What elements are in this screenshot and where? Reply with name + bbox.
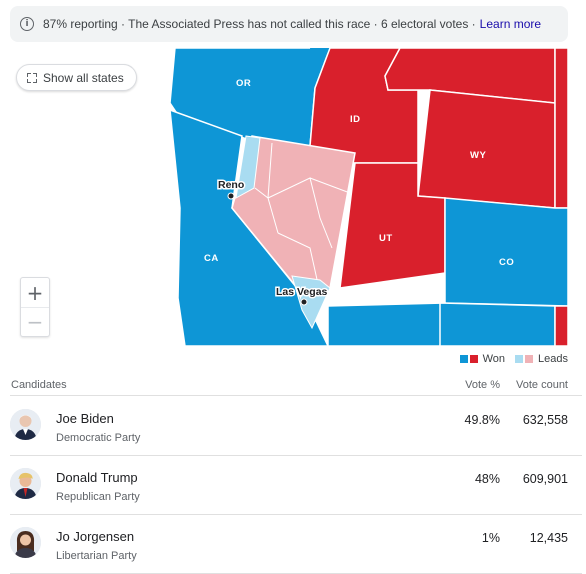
- vote-count: 609,901: [522, 472, 568, 486]
- reno-marker: [227, 192, 235, 200]
- state-co: [444, 197, 568, 307]
- candidate-row[interactable]: Jo Jorgensen Libertarian Party 1% 12,435: [10, 515, 582, 574]
- zoom-in-button[interactable]: +: [26, 280, 44, 305]
- label-reno: Reno: [218, 179, 244, 191]
- map-canvas: OR ID WY CA UT CO Reno Las Vegas: [169, 48, 568, 346]
- candidate-name: Donald Trump: [56, 470, 138, 485]
- avatar: [10, 527, 41, 558]
- candidate-party: Republican Party: [56, 491, 140, 503]
- label-wy: WY: [470, 150, 486, 161]
- state-wy: [417, 89, 556, 209]
- label-co: CO: [499, 257, 514, 268]
- header-vote-pct: Vote %: [465, 379, 500, 391]
- dem-won-swatch: [459, 355, 468, 363]
- state-wa-edge: [310, 48, 330, 78]
- label-ca: CA: [204, 253, 219, 264]
- state-nm: [439, 302, 556, 346]
- learn-more-link[interactable]: Learn more: [479, 17, 542, 31]
- county-washoe: [235, 135, 261, 199]
- candidate-name: Joe Biden: [56, 411, 114, 426]
- state-tx-edge: [554, 305, 568, 346]
- label-ut: UT: [379, 233, 393, 244]
- banner-text: 87% reporting · The Associated Press has…: [43, 17, 476, 31]
- avatar: [10, 468, 41, 499]
- label-id: ID: [350, 114, 361, 125]
- candidate-party: Democratic Party: [56, 432, 141, 444]
- legend-leads-swatches: [515, 355, 534, 363]
- county-clark: [291, 275, 331, 330]
- show-all-label: Show all states: [43, 70, 124, 85]
- expand-icon: [27, 72, 37, 83]
- candidate-name: Jo Jorgensen: [56, 529, 135, 544]
- candidate-party: Libertarian Party: [56, 550, 137, 562]
- election-map[interactable]: OR ID WY CA UT CO Reno Las Vegas: [10, 48, 568, 346]
- state-east-red: [554, 48, 568, 209]
- vote-percent: 1%: [481, 531, 500, 545]
- vote-percent: 49.8%: [464, 413, 500, 427]
- avatar: [10, 409, 41, 440]
- show-all-states-button[interactable]: Show all states: [16, 64, 137, 91]
- header-vote-count: Vote count: [516, 379, 568, 391]
- label-or: OR: [236, 78, 251, 89]
- legend-won-swatches: [459, 355, 478, 363]
- info-icon: i: [20, 17, 34, 31]
- rep-leads-swatch: [525, 355, 534, 363]
- vote-percent: 48%: [474, 472, 500, 486]
- header-candidates: Candidates: [11, 379, 67, 391]
- map-legend: Won Leads: [459, 353, 568, 365]
- dem-leads-swatch: [515, 355, 524, 363]
- rep-won-swatch: [469, 355, 478, 363]
- legend-won-label: Won: [482, 353, 506, 365]
- las-vegas-marker: [300, 298, 308, 306]
- nv-county-lines: [254, 142, 351, 294]
- vote-count: 12,435: [529, 531, 568, 545]
- candidate-row[interactable]: Donald Trump Republican Party 48% 609,90…: [10, 456, 582, 515]
- vote-count: 632,558: [522, 413, 568, 427]
- reporting-banner: i 87% reporting · The Associated Press h…: [10, 6, 568, 42]
- legend-leads-label: Leads: [538, 353, 568, 365]
- zoom-control: + −: [20, 277, 50, 337]
- candidate-row[interactable]: Joe Biden Democratic Party 49.8% 632,558: [10, 397, 582, 456]
- results-table-header: Candidates Vote % Vote count: [10, 376, 582, 396]
- label-las-vegas: Las Vegas: [276, 286, 328, 298]
- zoom-out-button[interactable]: −: [21, 307, 49, 336]
- state-az: [327, 302, 446, 346]
- state-ca: [169, 108, 329, 346]
